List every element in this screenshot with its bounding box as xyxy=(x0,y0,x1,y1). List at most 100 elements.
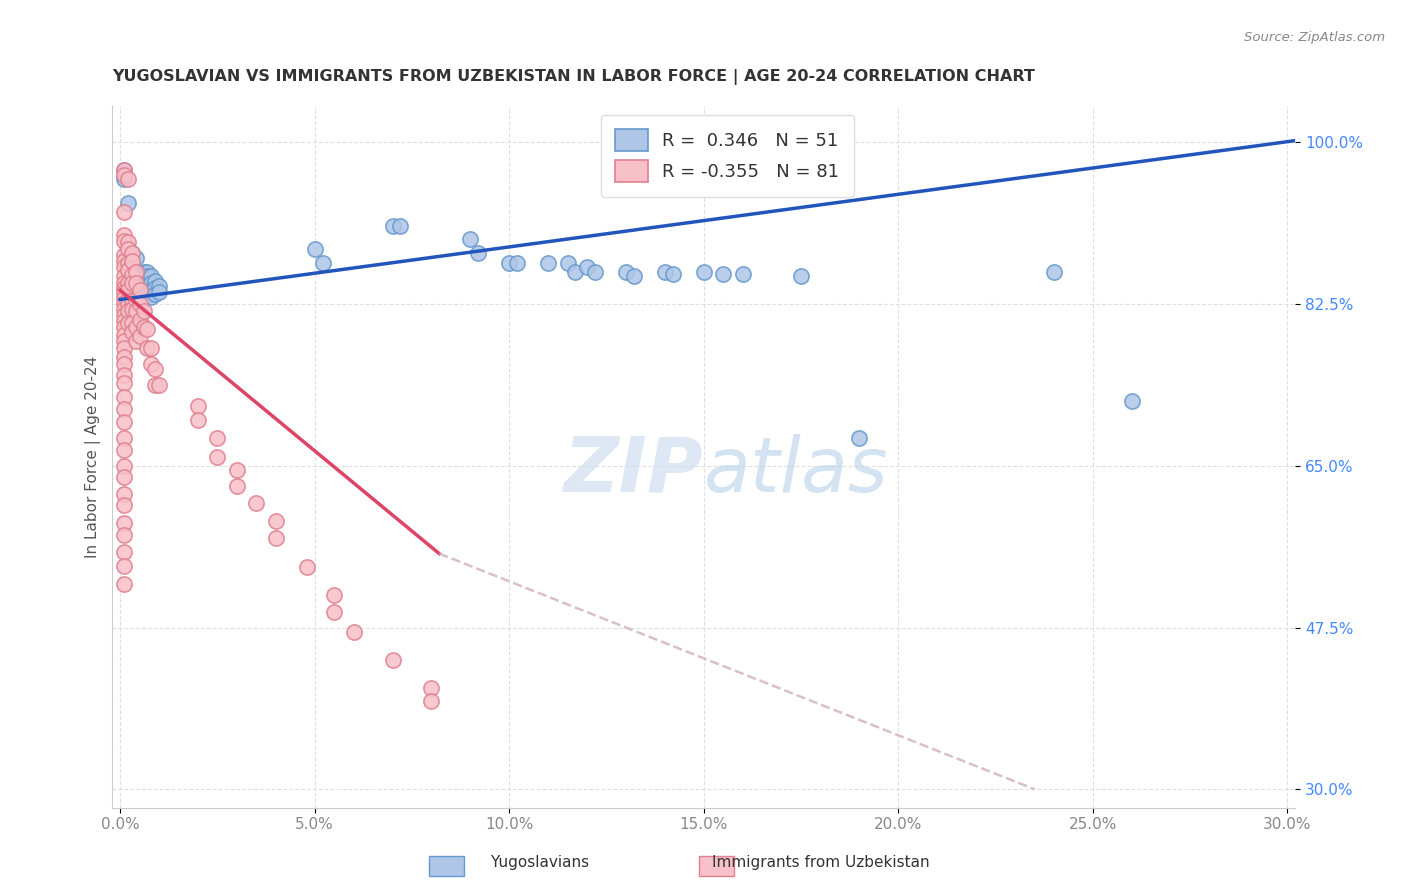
Point xyxy=(112,163,135,178)
Point xyxy=(125,320,148,334)
Point xyxy=(148,278,170,293)
Point xyxy=(128,297,150,311)
Point xyxy=(117,235,139,250)
Point xyxy=(112,516,135,530)
Point xyxy=(389,219,412,233)
Point xyxy=(693,265,716,279)
Point xyxy=(125,276,148,290)
Point xyxy=(661,267,683,281)
Text: Yugoslavians: Yugoslavians xyxy=(451,855,589,870)
Point xyxy=(112,296,135,310)
Point xyxy=(132,278,155,293)
Point xyxy=(112,470,135,484)
Point xyxy=(112,163,135,178)
Point xyxy=(136,288,159,302)
Point xyxy=(323,588,346,602)
Point xyxy=(187,399,209,413)
Point xyxy=(148,285,170,300)
Point xyxy=(121,283,143,297)
Point xyxy=(557,255,579,269)
Text: ZIP: ZIP xyxy=(564,434,704,508)
Point xyxy=(112,498,135,512)
Point xyxy=(117,172,139,186)
Point xyxy=(128,329,150,343)
Point xyxy=(136,283,159,297)
Point xyxy=(207,431,229,445)
Point xyxy=(112,401,135,416)
Point xyxy=(112,308,135,322)
Point xyxy=(304,242,326,256)
Point xyxy=(132,303,155,318)
Point xyxy=(132,283,155,297)
Point xyxy=(141,290,163,304)
Point xyxy=(614,265,637,279)
Point xyxy=(506,255,529,269)
Point xyxy=(125,265,148,279)
Point xyxy=(117,195,139,210)
Point xyxy=(537,255,560,269)
Point xyxy=(121,316,143,330)
Point xyxy=(245,496,267,510)
Point xyxy=(112,416,135,430)
Point xyxy=(112,172,135,186)
Point xyxy=(125,303,148,318)
Point xyxy=(121,246,143,260)
Point xyxy=(112,260,135,275)
Point xyxy=(731,267,754,281)
Point xyxy=(311,255,333,269)
Point xyxy=(112,376,135,390)
Point xyxy=(132,265,155,279)
Point xyxy=(125,334,148,348)
Point xyxy=(848,431,870,445)
Point xyxy=(128,283,150,297)
Point xyxy=(381,653,404,667)
Point xyxy=(143,361,166,376)
Point xyxy=(112,390,135,404)
Point xyxy=(136,322,159,336)
Point xyxy=(583,265,606,279)
Point xyxy=(141,357,163,371)
Point xyxy=(112,458,135,473)
Point xyxy=(295,560,318,574)
Point xyxy=(112,341,135,355)
Point xyxy=(112,350,135,364)
Point xyxy=(112,253,135,268)
Point xyxy=(141,341,163,355)
Point xyxy=(121,325,143,339)
Point xyxy=(141,276,163,290)
Point xyxy=(143,274,166,288)
Point xyxy=(112,327,135,342)
Point xyxy=(136,269,159,284)
Y-axis label: In Labor Force | Age 20-24: In Labor Force | Age 20-24 xyxy=(86,356,101,558)
Text: YUGOSLAVIAN VS IMMIGRANTS FROM UZBEKISTAN IN LABOR FORCE | AGE 20-24 CORRELATION: YUGOSLAVIAN VS IMMIGRANTS FROM UZBEKISTA… xyxy=(112,69,1035,85)
Point xyxy=(790,269,813,284)
Point xyxy=(112,528,135,542)
Point xyxy=(420,681,443,695)
Point xyxy=(128,313,150,327)
Point xyxy=(148,377,170,392)
Point xyxy=(117,283,139,297)
Point xyxy=(112,334,135,348)
Point xyxy=(117,297,139,311)
Point xyxy=(125,265,148,279)
Point xyxy=(117,263,139,277)
Point xyxy=(323,605,346,619)
Point xyxy=(143,280,166,294)
Point xyxy=(125,251,148,265)
Point xyxy=(498,255,520,269)
Point xyxy=(128,278,150,293)
Point xyxy=(125,293,148,307)
Point xyxy=(121,276,143,290)
Point xyxy=(460,232,482,246)
Point xyxy=(112,357,135,371)
Point xyxy=(117,255,139,269)
Point xyxy=(112,577,135,591)
Point xyxy=(623,269,645,284)
Point xyxy=(117,242,139,256)
Point xyxy=(112,545,135,559)
Text: Source: ZipAtlas.com: Source: ZipAtlas.com xyxy=(1244,31,1385,45)
Point xyxy=(112,168,135,182)
Point xyxy=(121,253,143,268)
Point xyxy=(112,320,135,334)
Point xyxy=(112,301,135,316)
